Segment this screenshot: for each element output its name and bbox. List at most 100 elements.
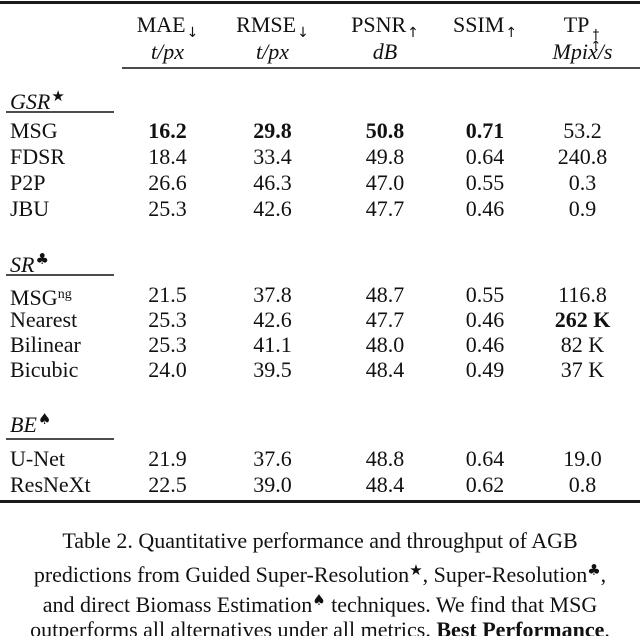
cell-mae: 25.3 (148, 307, 187, 332)
table-row: P2P 26.6 46.3 47.0 0.55 0.3 (0, 170, 640, 196)
up-arrow-icon: ↑ (590, 39, 602, 54)
column-header-ssim: SSIM↑ (445, 12, 525, 52)
be-midrule (6, 438, 114, 440)
cell-ssim: 0.64 (465, 446, 505, 471)
ssim-unit (445, 39, 525, 65)
rmse-unit: t/px (256, 39, 289, 64)
cell-mae: 22.5 (148, 472, 187, 497)
down-arrow-icon: ↓ (297, 25, 309, 41)
cell-tp: 240.8 (557, 144, 608, 169)
sr-text: SR (10, 252, 35, 277)
table-row: Nearest 25.3 42.6 47.7 0.46 262 K (0, 307, 640, 333)
cell-rmse: 37.6 (253, 446, 292, 471)
caption-line-4: outperforms all alternatives under all m… (0, 616, 640, 636)
star-icon: ★ (51, 87, 65, 105)
cell-rmse: 42.6 (253, 307, 292, 332)
cell-mae: 24.0 (148, 357, 187, 382)
cell-ssim: 0.71 (465, 118, 505, 143)
mae-label: MAE (136, 12, 186, 37)
row-label-nearest: Nearest (10, 307, 78, 332)
caption-text: , (600, 562, 607, 587)
table-row: U-Net 21.9 37.6 48.8 0.64 19.0 (0, 446, 640, 472)
cell-psnr: 49.8 (365, 144, 405, 169)
header-midrule (122, 67, 640, 69)
tp-superscripts: † ↑ (590, 28, 602, 54)
table-row: FDSR 18.4 33.4 49.8 0.64 240.8 (0, 144, 640, 170)
spade-icon: ♠ (312, 591, 326, 609)
rmse-label: RMSE (236, 12, 297, 37)
table-row: Bicubic 24.0 39.5 48.4 0.49 37 K (0, 357, 640, 383)
cell-ssim: 0.55 (465, 282, 505, 307)
cell-psnr: 47.0 (365, 170, 405, 195)
cell-ssim: 0.46 (465, 332, 505, 357)
cell-psnr: 48.4 (365, 472, 405, 497)
row-label-resnext: ResNeXt (10, 472, 91, 497)
msg-text: MSG (10, 285, 58, 310)
ng-superscript: ng (57, 287, 72, 302)
cell-mae: 26.6 (148, 170, 187, 195)
cell-mae: 16.2 (148, 118, 187, 143)
dagger-icon: † (592, 28, 600, 43)
cell-mae: 18.4 (148, 144, 187, 169)
table-header-row: MAE↓ RMSE↓ PSNR↑ SSIM↑ TP † ↑ (0, 12, 640, 54)
up-arrow-icon: ↑ (407, 25, 419, 41)
cell-ssim: 0.62 (465, 472, 505, 497)
sr-midrule (6, 274, 114, 276)
caption-text: , Super-Resolution (422, 562, 588, 587)
down-arrow-icon: ↓ (186, 25, 199, 41)
cell-psnr: 48.0 (365, 332, 405, 357)
cell-tp: 82 K (560, 332, 605, 357)
caption-line-1: Table 2. Quantitative performance and th… (0, 527, 640, 554)
cell-mae: 21.5 (148, 282, 187, 307)
caption-line-2: predictions from Guided Super-Resolution… (0, 557, 640, 588)
caption-text: . (604, 617, 610, 636)
cell-rmse: 33.4 (253, 144, 292, 169)
up-arrow-icon: ↑ (505, 25, 518, 41)
cell-psnr: 48.8 (365, 446, 405, 471)
table-units-row: t/px t/px dB Mpix/s (0, 39, 640, 65)
mae-unit: t/px (151, 39, 184, 64)
cell-rmse: 39.5 (253, 357, 292, 382)
caption-best-performance: Best Performance (436, 617, 605, 636)
group-label-be: BE♠ (10, 406, 51, 438)
column-header-rmse: RMSE↓ (220, 12, 325, 52)
cell-ssim: 0.49 (465, 357, 505, 382)
row-label-bilinear: Bilinear (10, 332, 81, 357)
cell-mae: 25.3 (148, 332, 187, 357)
club-icon: ♣ (35, 250, 49, 268)
club-icon: ♣ (587, 561, 601, 579)
row-label-jbu: JBU (10, 196, 50, 221)
table-row: ResNeXt 22.5 39.0 48.4 0.62 0.8 (0, 472, 640, 498)
psnr-unit: dB (372, 39, 398, 64)
tp-label: TP (563, 12, 590, 37)
cell-tp: 262 K (554, 307, 611, 332)
cell-ssim: 0.55 (465, 170, 505, 195)
cell-rmse: 29.8 (253, 118, 292, 143)
row-label-p2p: P2P (10, 170, 46, 195)
row-label-bicubic: Bicubic (10, 357, 79, 382)
cell-tp: 37 K (560, 357, 605, 382)
table-row: MSG 16.2 29.8 50.8 0.71 53.2 (0, 118, 640, 144)
row-label-fdsr: FDSR (10, 144, 66, 169)
table-top-rule (0, 1, 640, 4)
cell-rmse: 39.0 (253, 472, 292, 497)
cell-tp: 116.8 (558, 282, 607, 307)
group-label-sr: SR♣ (10, 246, 49, 278)
cell-ssim: 0.46 (465, 307, 505, 332)
cell-rmse: 41.1 (253, 332, 292, 357)
row-label-msg: MSG (10, 118, 58, 143)
be-text: BE (10, 412, 37, 437)
spade-icon: ♠ (37, 410, 52, 428)
column-header-tp: TP † ↑ (525, 12, 640, 54)
caption-text: techniques. We find that MSG (325, 592, 598, 617)
ssim-label: SSIM (452, 12, 505, 37)
cell-psnr: 48.4 (365, 357, 405, 382)
cell-tp: 19.0 (563, 446, 602, 471)
cell-psnr: 47.7 (365, 196, 405, 221)
column-header-mae: MAE↓ (115, 12, 220, 52)
cell-ssim: 0.64 (465, 144, 505, 169)
caption-text: and direct Biomass Estimation (42, 592, 313, 617)
caption-text: predictions from Guided Super-Resolution (33, 562, 410, 587)
caption-text: outperforms all alternatives under all m… (30, 617, 437, 636)
